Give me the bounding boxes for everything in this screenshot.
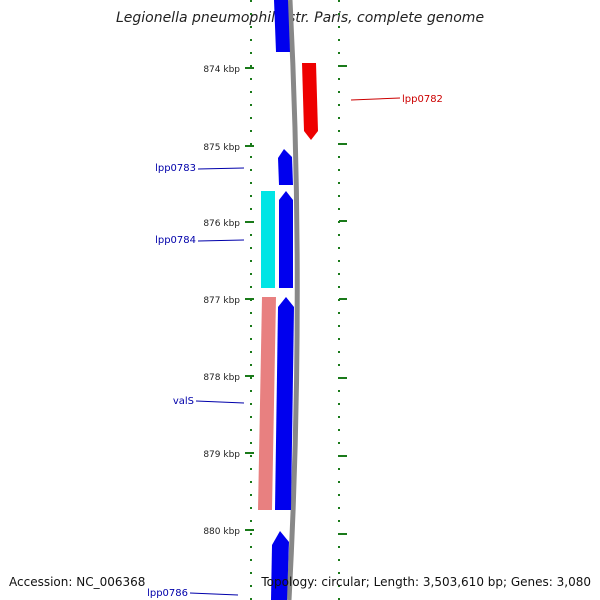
tick-label: 878 kbp	[203, 373, 240, 383]
major-ticks	[245, 65, 347, 535]
genome-backbone	[286, 0, 300, 600]
gene-arrow-lpp0786	[271, 531, 289, 600]
gene-label-lpp0782: lpp0782	[402, 94, 443, 105]
feature-cyan	[261, 191, 275, 288]
leader-line	[197, 239, 245, 242]
tick-label: 879 kbp	[203, 450, 240, 460]
gene-arrow-lpp0784	[279, 191, 293, 288]
leader-line	[197, 167, 245, 170]
gene-label-lpp0784: lpp0784	[155, 235, 196, 246]
feature-pink	[258, 297, 276, 510]
leader-line	[195, 400, 245, 404]
tick-label: 877 kbp	[203, 296, 240, 306]
forward-genes	[271, 0, 294, 600]
tick-label: 874 kbp	[203, 65, 240, 75]
leader-line	[350, 97, 401, 101]
gene-arrow-valS	[275, 297, 294, 510]
tick-label: 880 kbp	[203, 527, 240, 537]
leader-line	[189, 592, 239, 596]
gene-arrow-lpp0783	[278, 149, 293, 185]
gene-label-lpp0786: lpp0786	[147, 588, 188, 599]
tick-label: 875 kbp	[203, 143, 240, 153]
topology-text: Topology: circular; Length: 3,503,610 bp…	[261, 575, 591, 589]
accession-text: Accession: NC_006368	[9, 575, 146, 589]
map-title: Legionella pneumophila str. Paris, compl…	[115, 10, 485, 26]
gene-label-lpp0783: lpp0783	[155, 163, 196, 174]
gene-label-valS: valS	[173, 396, 194, 407]
gene-arrow-top	[274, 0, 290, 52]
gene-arrow-lpp0782	[302, 63, 318, 140]
tick-label: 876 kbp	[203, 219, 240, 229]
